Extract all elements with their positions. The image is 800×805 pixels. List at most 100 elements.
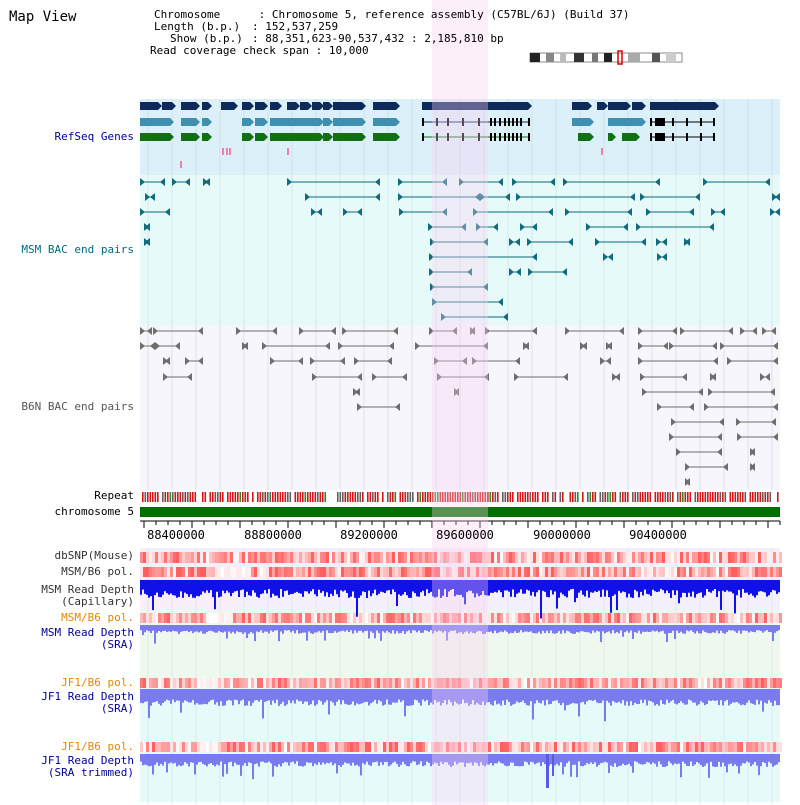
pol-cell (779, 552, 782, 563)
pol-cell (197, 742, 200, 752)
depth-bar (212, 580, 214, 598)
pol-cell (308, 742, 311, 752)
depth-bar (608, 689, 610, 703)
repeat-element (472, 492, 474, 502)
pol-cell (392, 552, 395, 563)
depth-bar (494, 754, 496, 764)
depth-bar (368, 754, 370, 765)
pol-cell (554, 678, 557, 688)
refseq-genes-label[interactable]: RefSeq Genes (54, 130, 134, 143)
repeat-element (684, 492, 687, 502)
repeat-track[interactable] (140, 492, 780, 502)
depth-bar (456, 580, 458, 595)
b6n-bac-end (462, 357, 467, 365)
depth-bar (478, 580, 480, 597)
pol-cell (548, 552, 551, 563)
jf1-b6-pol-label-1[interactable]: JF1/B6 pol. (61, 676, 134, 689)
gene-block (270, 118, 320, 126)
msm-bac-track[interactable] (140, 178, 780, 321)
pol-cell (734, 678, 737, 688)
pol-cell (359, 567, 362, 577)
msm-depth-capillary-label-2: (Capillary) (61, 595, 134, 608)
repeat-label[interactable]: Repeat (94, 489, 134, 502)
pol-cell (479, 613, 482, 623)
pol-cell (416, 742, 419, 752)
depth-bar (590, 625, 592, 634)
selection-highlight[interactable] (432, 0, 488, 805)
pol-cell (605, 742, 608, 752)
depth-bar (698, 754, 700, 764)
mark (287, 148, 289, 155)
depth-bar (212, 625, 214, 632)
chromosome-ideogram[interactable] (529, 50, 683, 65)
depth-bar (452, 625, 454, 631)
b6n-bac-track[interactable] (140, 327, 778, 486)
dbsnp-label[interactable]: dbSNP(Mouse) (54, 549, 134, 562)
mark (601, 148, 603, 155)
pol-cell (236, 613, 239, 623)
pol-cell (464, 567, 467, 577)
jf1-depth-trimmed-label-1[interactable]: JF1 Read Depth (41, 754, 134, 767)
refseq-genes-track[interactable] (140, 102, 719, 168)
pol-cell (350, 567, 353, 577)
depth-bar (530, 689, 532, 702)
depth-bar (294, 625, 296, 634)
pol-cell (161, 742, 164, 752)
depth-bar (400, 754, 402, 765)
pol-cell (641, 613, 644, 623)
depth-bar (324, 689, 326, 703)
pol-cell (680, 567, 683, 577)
pol-cell (461, 567, 464, 577)
depth-bar (632, 625, 634, 639)
depth-bar (554, 754, 556, 766)
jf1-b6-pol-label-2[interactable]: JF1/B6 pol. (61, 740, 134, 753)
pol-cell (695, 567, 698, 577)
depth-bar (178, 754, 180, 766)
pol-cell (452, 742, 455, 752)
pol-cell (743, 567, 746, 577)
jf1-depth-sra-label-1[interactable]: JF1 Read Depth (41, 690, 134, 703)
pol-cell (512, 742, 515, 752)
pol-cell (518, 552, 521, 563)
pol-cell (470, 742, 473, 752)
depth-bar (428, 625, 430, 632)
msm-bac-label[interactable]: MSM BAC end pairs (21, 243, 134, 256)
depth-bar (274, 580, 276, 596)
msm-depth-capillary-label-1[interactable]: MSM Read Depth (41, 583, 134, 596)
msm-bac-end (509, 238, 514, 246)
gene-arrow (158, 102, 162, 110)
pol-cell (530, 567, 533, 577)
msm-b6-pol-label-2[interactable]: MSM/B6 pol. (61, 611, 134, 624)
depth-bar (402, 580, 404, 595)
gene-block (333, 133, 362, 141)
depth-bar (566, 754, 568, 764)
pol-cell (653, 742, 656, 752)
b6n-bac-label[interactable]: B6N BAC end pairs (21, 400, 134, 413)
depth-bar (654, 754, 656, 764)
depth-bar (750, 689, 752, 704)
pol-cell (638, 742, 641, 752)
depth-bar (282, 580, 284, 597)
pol-cell (665, 552, 668, 563)
depth-bar (602, 689, 604, 701)
depth-bar (500, 689, 502, 706)
depth-bar (584, 625, 586, 632)
pol-cell (209, 613, 212, 623)
pol-cell (773, 613, 776, 623)
pol-cell (482, 552, 485, 563)
depth-bar (474, 580, 476, 598)
pol-cell (503, 742, 506, 752)
depth-bar (686, 754, 688, 766)
pol-cell (674, 678, 677, 688)
depth-bar (718, 625, 720, 634)
pol-cell (542, 678, 545, 688)
depth-bar (662, 689, 664, 704)
depth-bar (298, 580, 300, 594)
msm-b6-pol-label-1[interactable]: MSM/B6 pol. (61, 565, 134, 578)
pol-cell (221, 742, 224, 752)
repeat-element (147, 492, 149, 502)
pol-cell (350, 742, 353, 752)
pol-cell (692, 567, 695, 577)
pol-cell (632, 678, 635, 688)
msm-depth-sra-label-1[interactable]: MSM Read Depth (41, 626, 134, 639)
